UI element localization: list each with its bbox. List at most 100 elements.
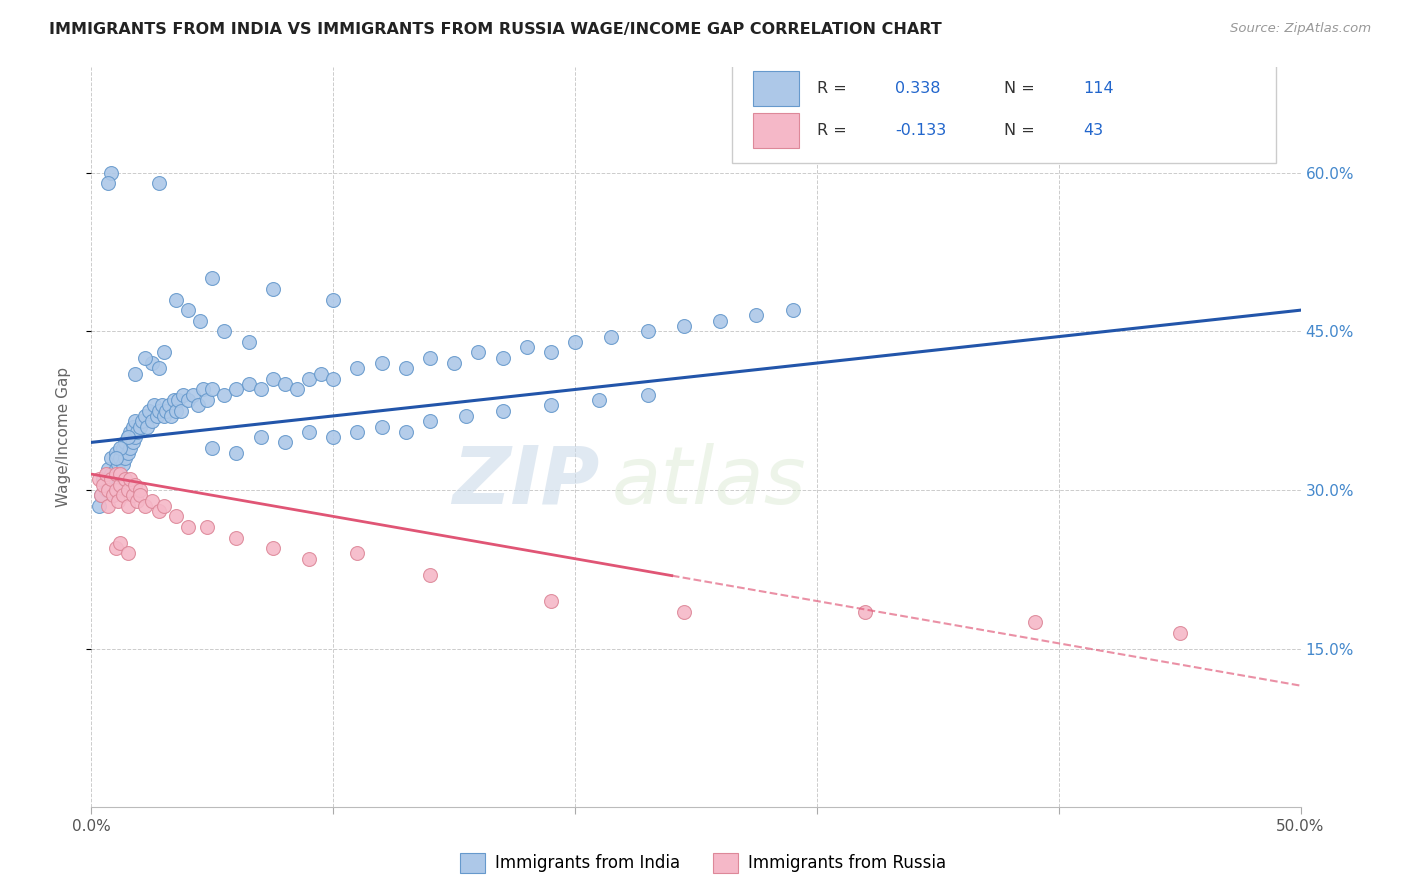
- Point: [141, 414, 163, 428]
- Point: [90, 488, 112, 502]
- Point: [104, 451, 127, 466]
- Point: [298, 372, 321, 386]
- Point: [346, 546, 368, 560]
- Point: [114, 435, 136, 450]
- Point: [97, 462, 120, 476]
- Point: [262, 282, 284, 296]
- FancyBboxPatch shape: [752, 70, 799, 106]
- Point: [181, 388, 204, 402]
- Point: [187, 398, 209, 412]
- Point: [165, 509, 187, 524]
- Point: [134, 351, 156, 365]
- Point: [225, 383, 247, 397]
- Point: [117, 430, 139, 444]
- Point: [111, 488, 134, 502]
- Point: [238, 334, 260, 349]
- Point: [97, 483, 120, 497]
- Point: [456, 409, 478, 423]
- Point: [87, 499, 110, 513]
- Point: [214, 324, 236, 338]
- Point: [309, 367, 332, 381]
- Point: [94, 483, 117, 497]
- Point: [111, 457, 134, 471]
- Point: [134, 409, 156, 423]
- Point: [153, 345, 176, 359]
- Point: [467, 345, 489, 359]
- Point: [127, 425, 149, 439]
- Text: Source: ZipAtlas.com: Source: ZipAtlas.com: [1230, 22, 1371, 36]
- Point: [419, 351, 441, 365]
- Text: N =: N =: [1004, 81, 1040, 95]
- Point: [225, 446, 247, 460]
- Point: [262, 541, 284, 555]
- Point: [322, 430, 344, 444]
- Point: [238, 377, 260, 392]
- Point: [165, 293, 187, 307]
- Text: -0.133: -0.133: [896, 123, 946, 138]
- Point: [170, 403, 193, 417]
- Point: [395, 425, 418, 439]
- Point: [127, 493, 149, 508]
- Point: [128, 483, 150, 497]
- Point: [104, 462, 127, 476]
- Point: [104, 467, 127, 482]
- Point: [134, 499, 156, 513]
- Point: [124, 477, 146, 491]
- Point: [110, 477, 132, 491]
- Point: [491, 403, 513, 417]
- Point: [150, 398, 173, 412]
- Point: [672, 605, 695, 619]
- Point: [370, 356, 392, 370]
- Point: [419, 414, 441, 428]
- Point: [285, 383, 308, 397]
- FancyBboxPatch shape: [752, 112, 799, 148]
- Point: [121, 435, 143, 450]
- Point: [298, 551, 321, 566]
- Point: [153, 409, 176, 423]
- Y-axis label: Wage/Income Gap: Wage/Income Gap: [56, 367, 70, 508]
- Point: [249, 383, 271, 397]
- Point: [107, 477, 129, 491]
- Point: [120, 441, 142, 455]
- Point: [117, 546, 139, 560]
- Point: [188, 314, 211, 328]
- Point: [143, 398, 166, 412]
- Point: [853, 605, 876, 619]
- Point: [136, 419, 159, 434]
- Point: [346, 361, 368, 376]
- Point: [177, 520, 200, 534]
- Point: [564, 334, 586, 349]
- Point: [540, 345, 562, 359]
- Point: [128, 419, 150, 434]
- Point: [128, 488, 150, 502]
- Point: [104, 446, 127, 460]
- Point: [157, 398, 180, 412]
- Point: [165, 403, 187, 417]
- Point: [110, 536, 132, 550]
- Point: [153, 499, 176, 513]
- Point: [322, 372, 344, 386]
- Point: [540, 594, 562, 608]
- Point: [214, 388, 236, 402]
- Point: [177, 392, 200, 407]
- Point: [114, 451, 136, 466]
- Point: [637, 324, 659, 338]
- Point: [104, 483, 127, 497]
- Point: [107, 493, 129, 508]
- Point: [110, 441, 132, 455]
- Text: N =: N =: [1004, 123, 1040, 138]
- Point: [201, 441, 224, 455]
- Point: [160, 409, 183, 423]
- Point: [110, 451, 132, 466]
- Point: [87, 472, 110, 486]
- Point: [274, 435, 297, 450]
- Point: [100, 166, 122, 180]
- Point: [145, 409, 167, 423]
- Point: [101, 488, 124, 502]
- Point: [177, 303, 200, 318]
- Point: [1024, 615, 1046, 630]
- Point: [370, 419, 392, 434]
- Point: [197, 520, 219, 534]
- Point: [124, 367, 146, 381]
- Text: 0.338: 0.338: [896, 81, 941, 95]
